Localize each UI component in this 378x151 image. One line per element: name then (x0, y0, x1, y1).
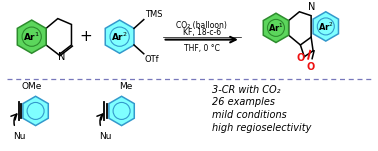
Polygon shape (23, 96, 48, 126)
Polygon shape (263, 13, 289, 43)
Text: O: O (296, 53, 305, 63)
Text: OTf: OTf (145, 55, 160, 64)
Polygon shape (17, 20, 46, 53)
Polygon shape (313, 12, 338, 41)
Text: 26 examples: 26 examples (212, 97, 276, 107)
Text: Nu: Nu (99, 132, 111, 141)
Text: 3-CR with CO₂: 3-CR with CO₂ (212, 85, 281, 95)
Text: Me: Me (119, 82, 132, 91)
Text: Ar$^1$: Ar$^1$ (23, 31, 40, 43)
Text: Ar$^2$: Ar$^2$ (318, 20, 334, 33)
Text: CO₂ (balloon): CO₂ (balloon) (176, 21, 227, 31)
Text: Ar$^1$: Ar$^1$ (268, 22, 284, 34)
Polygon shape (105, 20, 134, 53)
Text: THF, 0 °C: THF, 0 °C (184, 44, 220, 53)
Text: mild conditions: mild conditions (212, 110, 287, 120)
Text: N: N (58, 52, 65, 62)
Text: O: O (306, 62, 314, 72)
Text: Nu: Nu (13, 132, 25, 141)
Text: +: + (79, 29, 92, 44)
Polygon shape (289, 12, 311, 45)
Text: KF, 18-c-6: KF, 18-c-6 (183, 28, 221, 37)
Text: high regioselectivity: high regioselectivity (212, 123, 312, 133)
Text: TMS: TMS (145, 10, 162, 19)
Text: N: N (308, 2, 316, 12)
Polygon shape (46, 19, 71, 55)
Text: Ar$^2$: Ar$^2$ (111, 31, 128, 43)
Polygon shape (109, 96, 134, 126)
Text: OMe: OMe (22, 82, 42, 91)
